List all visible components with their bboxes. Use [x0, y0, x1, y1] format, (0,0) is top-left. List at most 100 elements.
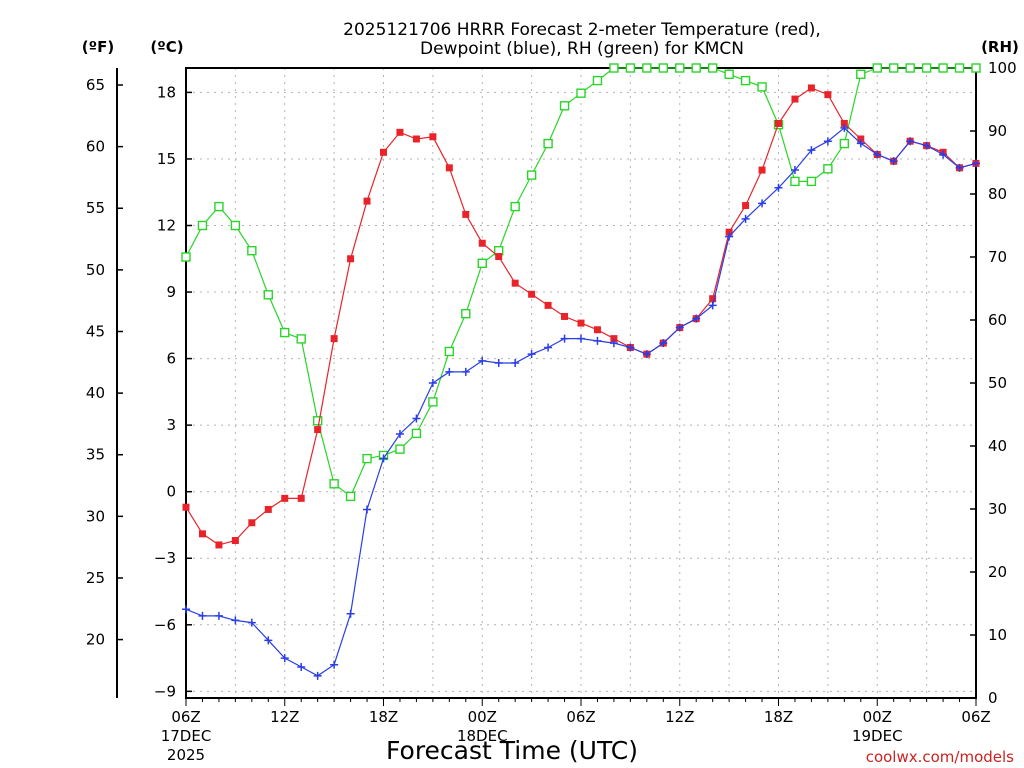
temperature-point	[807, 84, 815, 92]
rh-tick-label: 60	[988, 311, 1007, 329]
dewpoint-point	[478, 356, 487, 365]
rh-point	[790, 176, 800, 187]
celsius-tick-label: 15	[157, 150, 176, 168]
dewpoint-point	[412, 414, 421, 423]
temperature-point	[462, 210, 470, 218]
dewpoint-point	[214, 611, 223, 620]
fahrenheit-axis: 65 60 55 50 45 40 35 30 25 20	[86, 76, 123, 649]
dewpoint-point	[313, 671, 322, 680]
rh-point	[247, 245, 257, 256]
rh-point	[263, 290, 273, 300]
time-tick-label: 06Z	[961, 708, 990, 726]
dewpoint-point	[461, 367, 470, 376]
credit-text: coolwx.com/models	[866, 748, 1014, 766]
dewpoint-point	[626, 343, 635, 352]
temperature-point	[725, 228, 733, 236]
dewpoint-point	[939, 150, 948, 159]
dewpoint-point	[346, 609, 355, 618]
temperature-line	[185, 87, 977, 546]
dewpoint-point	[198, 611, 207, 620]
rh-point	[411, 428, 422, 439]
fahrenheit-axis-unit: (ºF)	[82, 38, 114, 56]
fahrenheit-tick-label: 35	[86, 446, 105, 464]
temperature-point	[478, 239, 486, 247]
rh-point	[806, 176, 817, 187]
temperature-point	[231, 537, 239, 544]
rh-point	[214, 201, 224, 212]
rh-point	[642, 63, 652, 73]
fahrenheit-tick-label: 60	[86, 138, 105, 156]
temperature-point	[610, 335, 618, 343]
dewpoint-point	[182, 605, 190, 614]
rh-point	[905, 63, 915, 73]
dewpoint-point	[774, 183, 783, 192]
rh-point	[691, 63, 701, 73]
dewpoint-point	[231, 616, 240, 625]
axes	[116, 67, 977, 699]
temperature-point	[412, 135, 420, 143]
rh-point	[576, 88, 586, 98]
fahrenheit-tick-label: 30	[86, 507, 105, 525]
fahrenheit-tick-label: 65	[86, 76, 105, 94]
celsius-axis: 18 15 12 9 6 3 0 −3 −6 −9	[154, 83, 192, 700]
time-tick-label: 12Z	[270, 708, 299, 726]
temperature-point	[347, 255, 355, 263]
rh-point	[329, 479, 339, 489]
rh-point	[954, 63, 965, 73]
rh-point	[444, 346, 455, 357]
time-tick-label: 12Z	[665, 708, 694, 726]
rh-tick-label: 30	[988, 500, 1007, 518]
temperature-point	[281, 494, 289, 502]
fahrenheit-tick-label: 55	[86, 199, 105, 217]
rh-tick-label: 0	[988, 689, 998, 707]
dewpoint-point	[972, 159, 980, 168]
dewpoint-point	[577, 334, 585, 343]
celsius-axis-unit: (ºC)	[150, 38, 183, 56]
dewpoint-point	[560, 334, 569, 343]
temperature-point	[198, 530, 206, 538]
fahrenheit-tick-label: 50	[86, 261, 105, 279]
dewpoint-point	[725, 232, 734, 241]
dewpoint-point	[280, 654, 289, 663]
celsius-tick-label: −9	[154, 682, 176, 700]
rh-point	[592, 75, 603, 86]
rh-point	[543, 138, 553, 149]
temperature-point	[297, 494, 305, 502]
year-label: 2025	[167, 746, 205, 764]
celsius-tick-label: 12	[157, 217, 176, 235]
dewpoint-point	[659, 339, 668, 348]
x-axis-title: Forecast Time (UTC)	[386, 736, 638, 765]
rh-tick-label: 40	[988, 437, 1007, 455]
temperature-point	[215, 541, 223, 549]
dewpoint-point	[527, 350, 536, 359]
rh-series	[181, 63, 981, 502]
temperature-point	[791, 95, 799, 103]
dewpoint-point	[363, 505, 372, 514]
dewpoint-point	[593, 336, 602, 345]
rh-point	[181, 252, 191, 262]
rh-tick-label: 10	[988, 626, 1007, 644]
series-layer	[181, 63, 981, 680]
temperature-point	[528, 290, 536, 298]
fahrenheit-tick-label: 40	[86, 384, 105, 402]
rh-axis-unit: (RH)	[981, 38, 1019, 56]
temperature-point	[824, 91, 832, 99]
rh-point	[559, 101, 570, 111]
date-label: 18DEC	[457, 727, 508, 745]
time-tick-label: 06Z	[566, 708, 595, 726]
dewpoint-point	[955, 163, 964, 172]
temperature-point	[330, 335, 338, 343]
time-tick-label: 00Z	[863, 708, 892, 726]
celsius-tick-label: 0	[166, 483, 176, 501]
chart-title-line2: Dewpoint (blue), RH (green) for KMCN	[420, 39, 744, 59]
grid-lines	[186, 68, 976, 698]
temperature-point	[709, 295, 717, 303]
rh-point	[938, 63, 948, 73]
rh-tick-label: 70	[988, 248, 1007, 266]
temperature-point	[577, 319, 585, 327]
temperature-point	[314, 426, 322, 434]
dewpoint-point	[922, 141, 931, 150]
time-tick-label: 18Z	[369, 708, 398, 726]
dewpoint-point	[544, 343, 553, 352]
